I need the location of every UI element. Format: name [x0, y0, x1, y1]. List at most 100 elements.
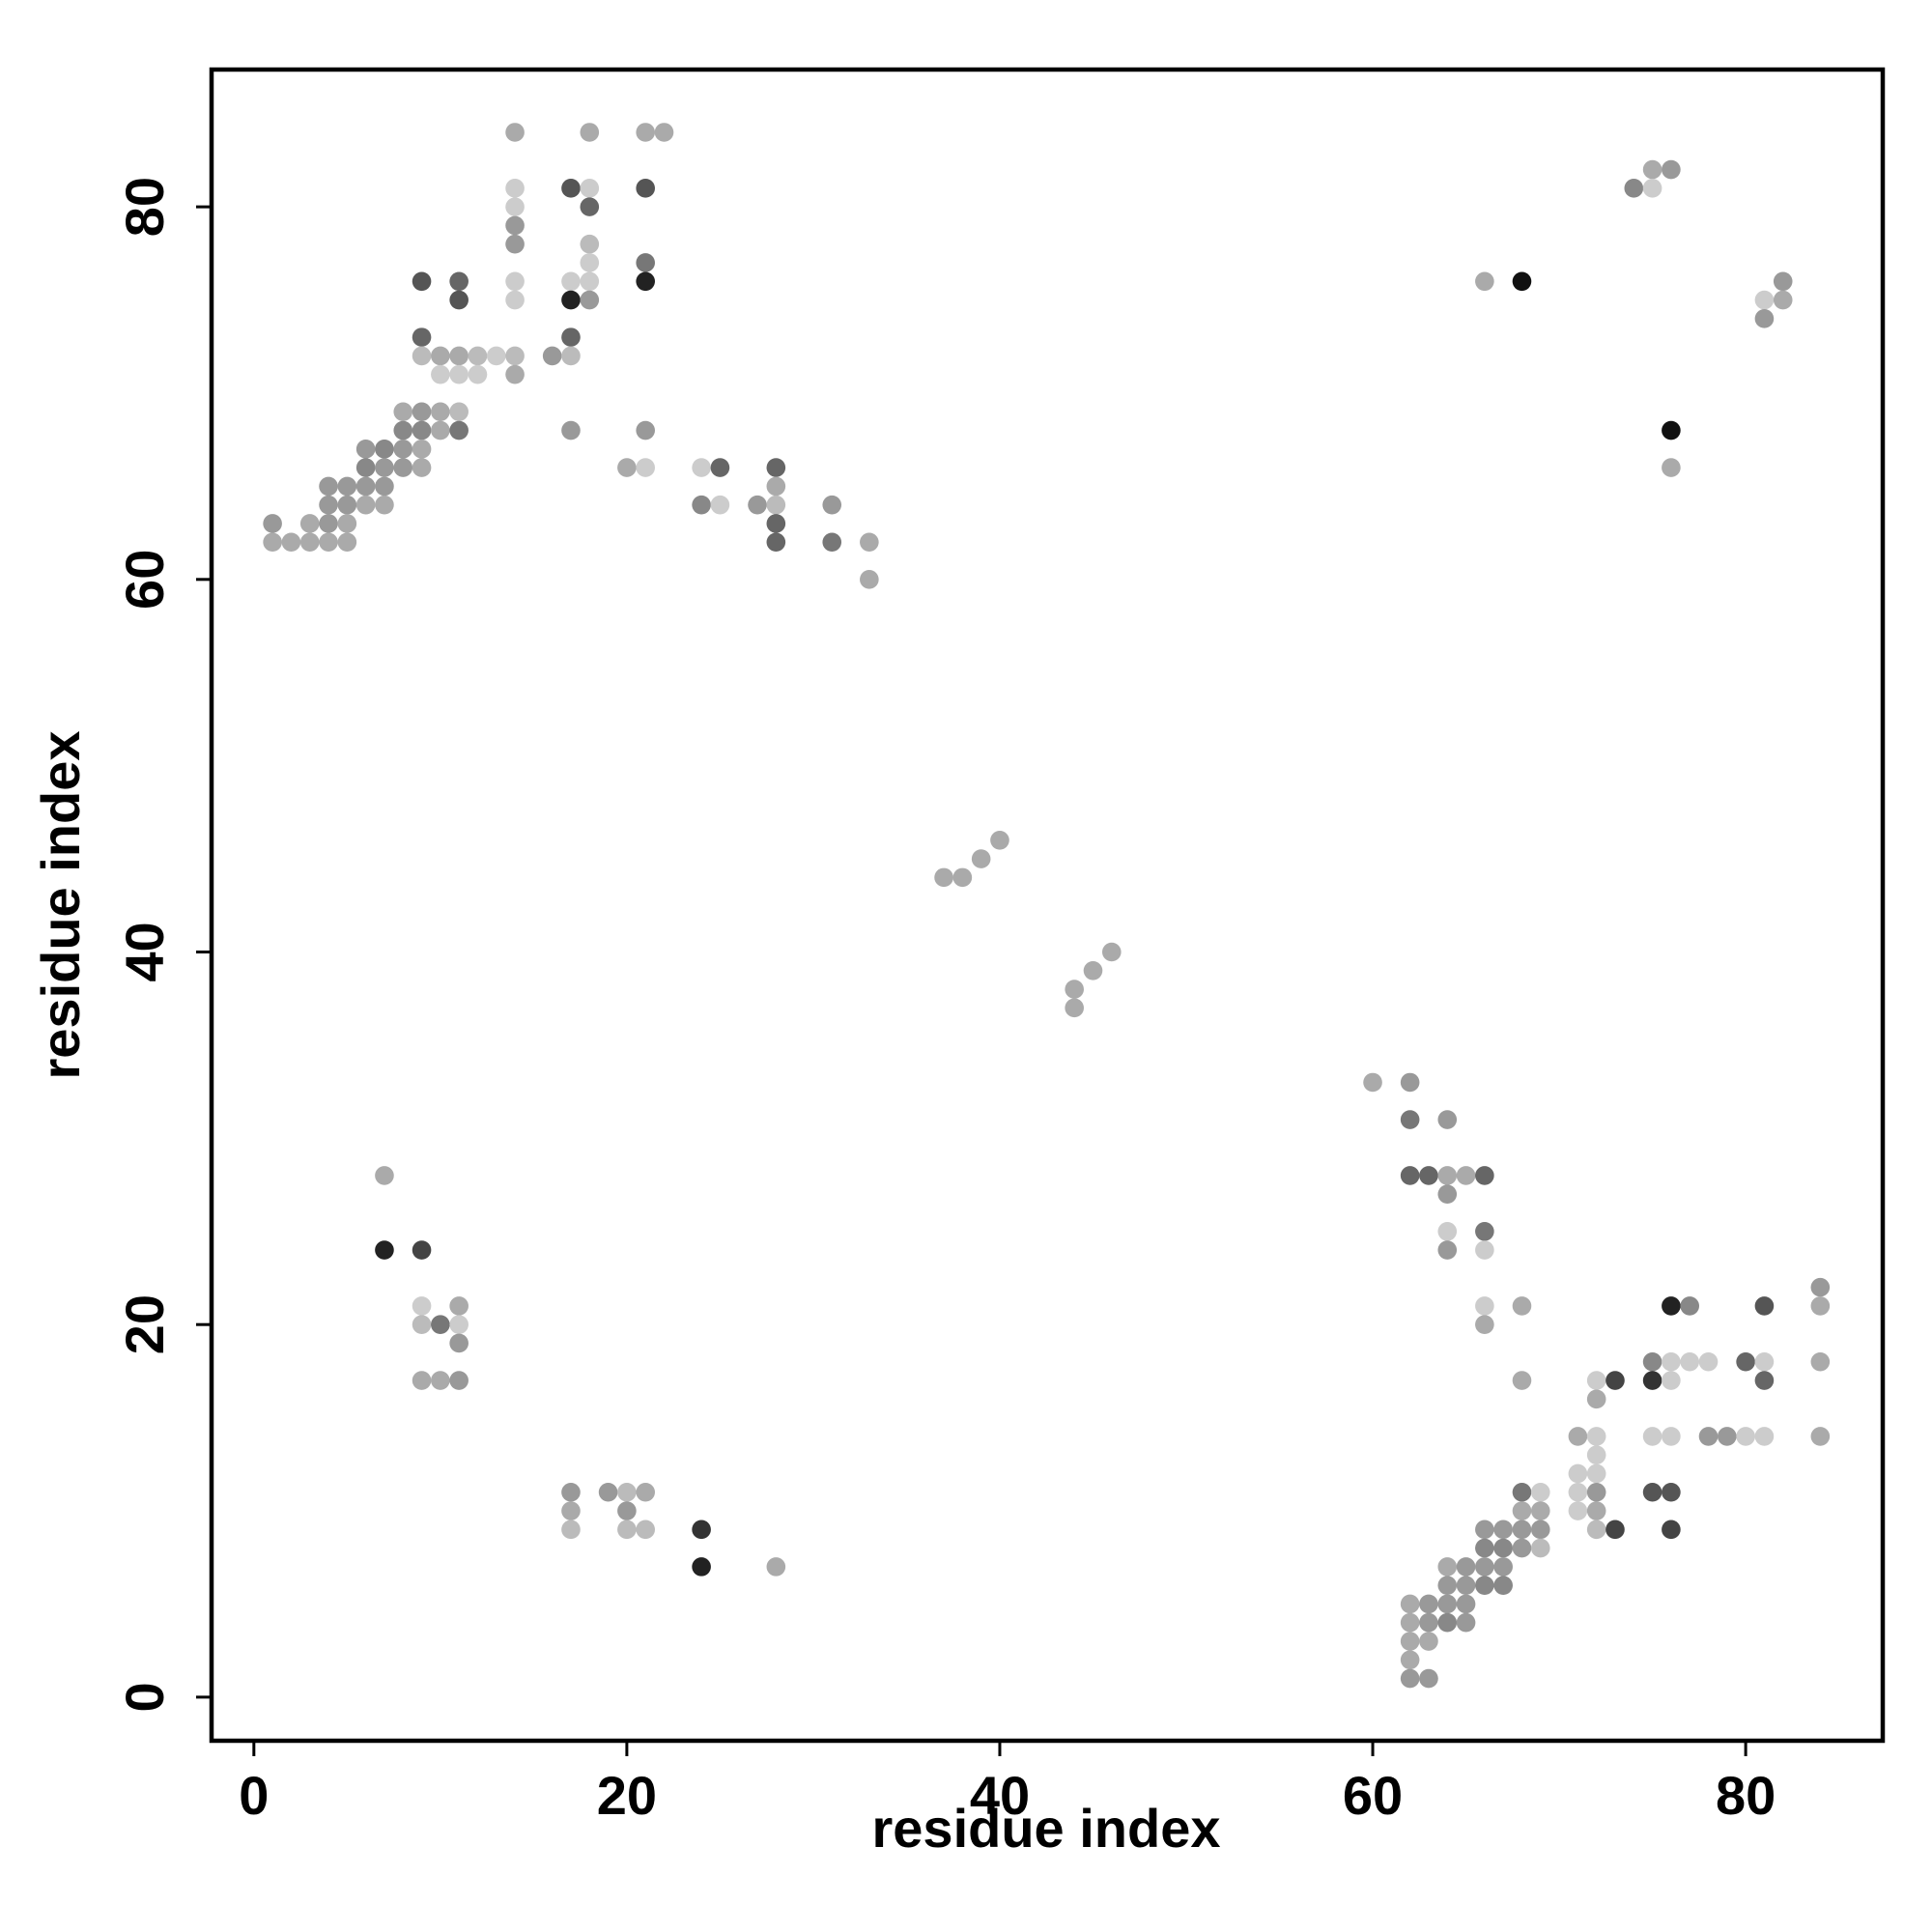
point: [1400, 1612, 1420, 1633]
point: [486, 346, 506, 366]
point: [766, 532, 786, 553]
point: [1642, 1482, 1662, 1502]
point: [1419, 1668, 1438, 1689]
point: [766, 1557, 786, 1577]
point: [449, 1315, 469, 1334]
point: [1437, 1110, 1458, 1129]
point: [617, 1501, 637, 1520]
point: [1083, 960, 1103, 980]
point: [636, 458, 655, 477]
point: [1662, 159, 1681, 180]
point: [1662, 420, 1681, 440]
point: [393, 402, 413, 422]
point: [617, 1520, 637, 1540]
point: [431, 1315, 450, 1334]
point: [1662, 1520, 1681, 1540]
point: [636, 123, 655, 142]
point: [1475, 271, 1494, 292]
point: [1642, 1371, 1662, 1390]
point: [1680, 1296, 1700, 1316]
point: [710, 495, 730, 515]
x-tick-label: 0: [239, 1765, 269, 1826]
point: [934, 867, 953, 888]
point: [692, 1557, 711, 1577]
point: [505, 197, 525, 216]
point: [617, 1482, 637, 1502]
y-tick-label: 60: [114, 550, 175, 610]
x-tick-label: 20: [597, 1765, 657, 1826]
point: [561, 1482, 581, 1502]
x-axis-label: residue index: [871, 1798, 1220, 1859]
point: [1586, 1463, 1606, 1484]
point: [1624, 179, 1644, 198]
point: [449, 402, 469, 422]
point: [319, 532, 338, 553]
point: [299, 514, 320, 533]
point: [710, 458, 730, 477]
point: [337, 495, 357, 515]
point: [766, 495, 786, 515]
point: [1754, 290, 1775, 310]
point: [505, 290, 525, 310]
point: [1493, 1576, 1513, 1595]
point: [1662, 1427, 1681, 1446]
point: [412, 402, 432, 422]
point: [1736, 1427, 1755, 1446]
point: [1662, 1296, 1681, 1316]
point: [1512, 1520, 1532, 1540]
point: [561, 1520, 581, 1540]
point: [822, 532, 842, 553]
point: [952, 867, 973, 888]
point: [355, 458, 376, 477]
point: [1475, 1296, 1494, 1316]
point: [431, 364, 450, 384]
point: [1512, 1482, 1532, 1502]
point: [860, 532, 879, 553]
point: [1662, 1371, 1681, 1390]
point: [561, 327, 581, 347]
point: [1754, 1371, 1775, 1390]
point: [1437, 1576, 1458, 1595]
point: [1400, 1110, 1420, 1129]
point: [375, 458, 394, 477]
point: [337, 532, 357, 553]
point: [1419, 1594, 1438, 1614]
point: [1605, 1520, 1625, 1540]
point: [468, 346, 488, 366]
point: [319, 495, 338, 515]
point: [1568, 1482, 1588, 1502]
point: [692, 458, 711, 477]
point: [1101, 942, 1122, 962]
point: [1530, 1501, 1550, 1520]
point: [505, 346, 525, 366]
point: [449, 1333, 469, 1353]
point: [449, 290, 469, 310]
point: [1065, 998, 1084, 1018]
point: [412, 1240, 432, 1260]
point: [1456, 1612, 1476, 1633]
point: [580, 197, 600, 216]
point: [1642, 159, 1662, 180]
point: [1662, 458, 1681, 477]
point: [971, 849, 991, 868]
point: [319, 476, 338, 497]
x-tick-label: 60: [1343, 1765, 1403, 1826]
point: [431, 1371, 450, 1390]
point: [449, 346, 469, 366]
point: [1456, 1166, 1476, 1185]
point: [1437, 1594, 1458, 1614]
point: [431, 402, 450, 422]
point: [393, 440, 413, 459]
point: [1493, 1557, 1513, 1577]
point: [1512, 271, 1532, 292]
point: [1419, 1632, 1438, 1651]
x-tick-label: 40: [970, 1765, 1030, 1826]
point: [375, 1240, 394, 1260]
point: [1586, 1482, 1606, 1502]
point: [580, 123, 600, 142]
point: [748, 495, 767, 515]
point: [1810, 1277, 1831, 1297]
point: [412, 346, 432, 366]
point: [1437, 1240, 1458, 1260]
